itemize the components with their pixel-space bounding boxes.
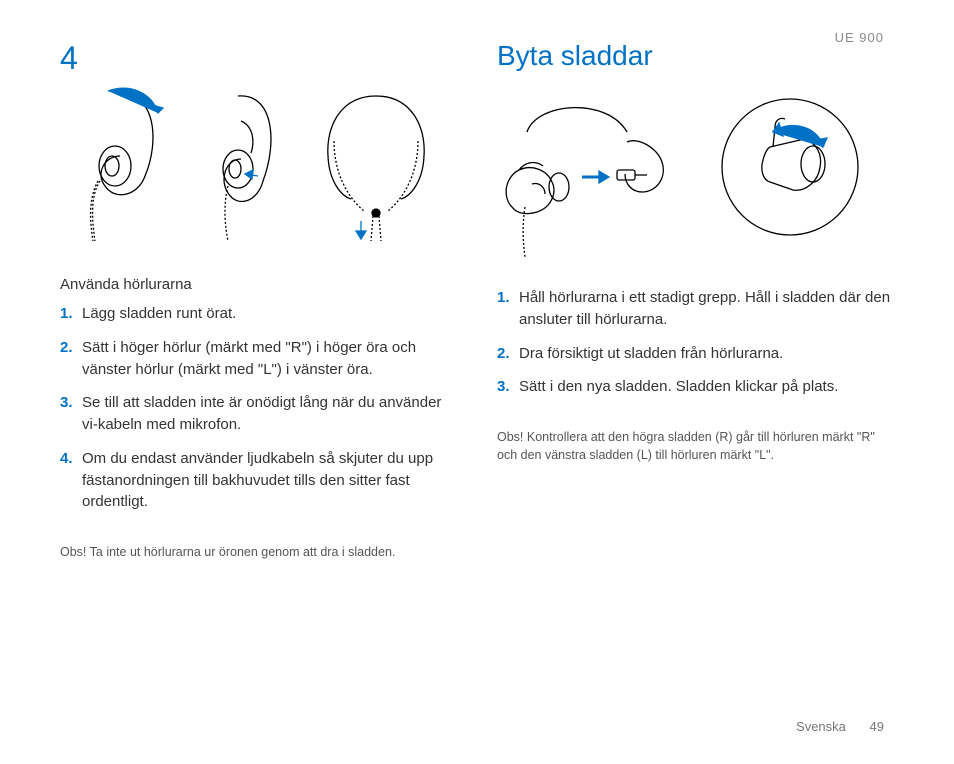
illus-earbud-rotate [715,92,865,242]
right-illustration-row [497,92,894,262]
illus-detach-cable [497,92,707,257]
left-column: 4 [60,40,457,734]
right-steps: Håll hörlurarna i ett stadigt grepp. Hål… [497,287,894,410]
page-footer: Svenska 49 [796,719,884,734]
left-step-4: Om du endast använder ljudkabeln så skju… [60,448,457,513]
page-container: 4 [0,0,954,764]
footer-language: Svenska [796,719,846,734]
left-step-3: Se till att sladden inte är onödigt lång… [60,392,457,436]
left-subheading: Använda hörlurarna [60,276,457,293]
right-step-1: Håll hörlurarna i ett stadigt grepp. Hål… [497,287,894,331]
left-illustration-row [60,81,457,251]
left-step-1: Lägg sladden runt örat. [60,303,457,325]
left-steps: Lägg sladden runt örat. Sätt i höger hör… [60,303,457,525]
illus-ear-insert [183,81,298,241]
left-note: Obs! Ta inte ut hörlurarna ur öronen gen… [60,544,457,562]
right-step-3: Sätt i den nya sladden. Sladden klickar … [497,376,894,398]
right-step-2: Dra försiktigt ut sladden från hörlurarn… [497,343,894,365]
step-number: 4 [60,40,457,77]
left-step-2: Sätt i höger hörlur (märkt med "R") i hö… [60,337,457,381]
illus-ear-loop [60,81,175,241]
right-column: Byta sladdar [497,40,894,734]
product-label: UE 900 [835,30,884,45]
right-note: Obs! Kontrollera att den högra sladden (… [497,429,894,464]
footer-page-number: 49 [870,719,884,734]
illus-head-back [306,81,446,241]
